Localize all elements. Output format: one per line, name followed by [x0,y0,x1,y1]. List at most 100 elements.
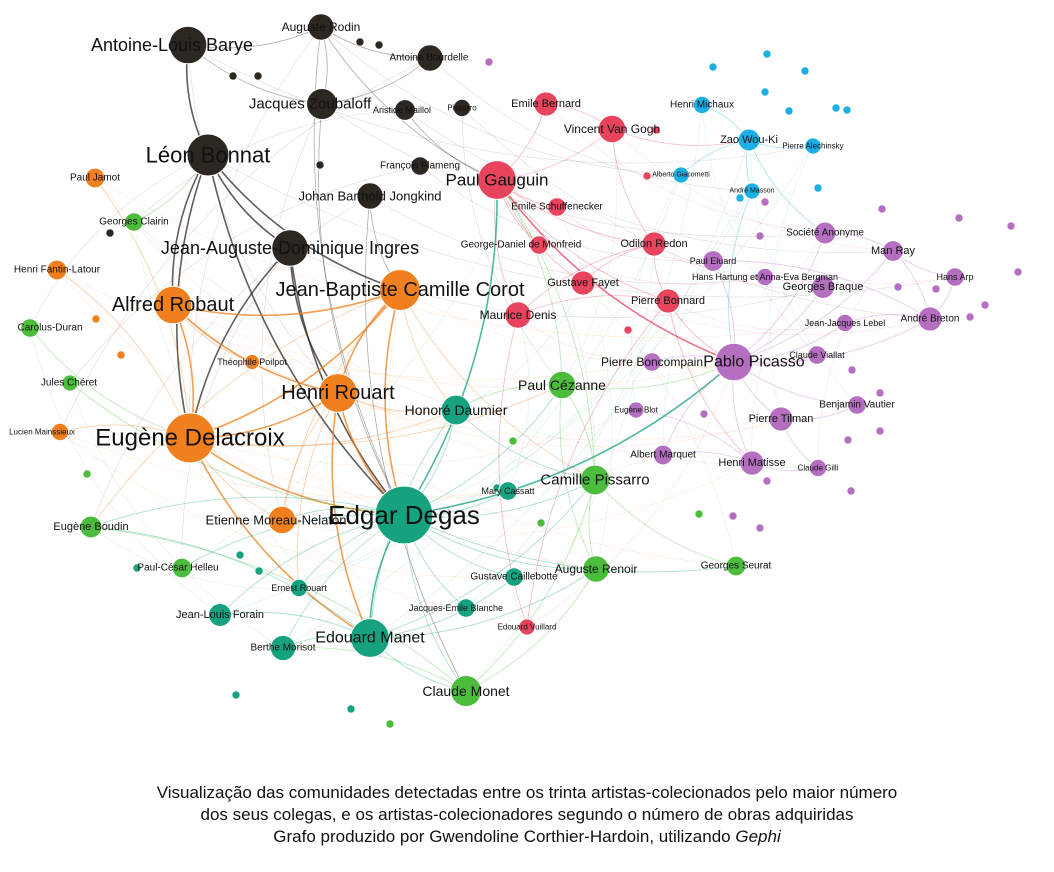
node-label-edouard-vuillard: Edouard Vuillard [498,623,557,632]
node-label-eugene-boudin: Eugène Boudin [53,521,128,533]
node-label-gustave-fayet: Gustave Fayet [547,277,619,289]
minor-node [116,350,126,360]
minor-node [813,183,823,193]
edge-edgar-degas-to-georges-seurat [403,514,737,573]
node-antoine-louis-barye [168,25,208,65]
node-label-henri-michaux: Henri Michaux [670,100,734,111]
edge-camille-pissarro-to-georges-seurat [594,479,737,567]
node-label-jacques-emile-blanche: Jacques-Emile Blanche [409,603,503,613]
node-label-francois-flameng: François Flameng [380,161,460,172]
node-label-jean-baptiste-camille-corot: Jean-Baptiste Camille Corot [276,279,525,301]
minor-node [708,62,718,72]
minor-node [536,518,546,528]
node-label-henri-fantin-latour: Henri Fantin-Latour [14,265,101,276]
node-label-jean-auguste-dominique-ingres: Jean-Auguste-Dominique Ingres [161,238,419,258]
background-edge [561,128,618,386]
node-maurice-denis [504,301,532,329]
node-odilon-redon [641,231,667,257]
edge-odilon-redon-to-maurice-denis [517,243,655,316]
node-label-paul-gauguin: Paul Gauguin [445,171,548,190]
node-man-ray [882,240,904,262]
minor-node [385,719,395,729]
background-edge [545,103,826,234]
minor-node [980,300,990,310]
node-label-lucien-mainssieux: Lucien Mainssieux [9,428,75,437]
minor-node [755,523,765,533]
node-henri-matisse [739,450,765,476]
node-pierre-tilman [768,406,794,432]
node-label-jules-cheret: Jules Chéret [41,378,97,389]
node-andre-masson [743,182,761,200]
edge-henri-rouart-to-ernest-rouart [297,392,339,589]
background-edge [59,57,431,433]
background-edge [261,103,323,521]
node-auguste-renoir [582,555,610,583]
minor-node [755,231,765,241]
caption-line-2: dos seus colegas, e os artistas-colecion… [200,805,854,824]
node-label-georges-braque: Georges Braque [783,281,864,293]
minor-node [877,204,887,214]
edge-honore-daumier-to-camille-pissarro [455,409,596,481]
node-jean-louis-forain [207,602,233,628]
edge-leon-bonnat-to-jean-baptiste-camille-corot [207,154,401,291]
node-vincent-van-gogh [597,114,627,144]
node-mary-cassatt [498,481,518,501]
edge-henri-matisse-to-eugene-blot [635,409,753,464]
node-eugene-blot [627,401,645,419]
node-alfred-robaut [153,285,193,325]
edge-paul-gauguin-to-pablo-picasso [496,179,735,363]
node-label-man-ray: Man Ray [871,245,916,257]
edge-edgar-degas-to-eugene-boudin [90,496,405,528]
node-label-gustave-caillebotte: Gustave Caillebotte [470,572,558,583]
edge-edgar-degas-to-pablo-picasso [403,361,735,516]
minor-node [762,476,772,486]
node-label-eugene-delacroix: Eugène Delacroix [95,425,284,452]
edge-eugene-delacroix-to-edouard-manet [189,437,371,639]
node-paul-cesar-helleu [171,557,193,579]
background-edge [187,44,339,394]
figure-caption: Visualização das comunidades detectadas … [0,782,1054,848]
minor-node [642,171,652,181]
node-eugene-boudin [79,515,103,539]
minor-node [231,690,241,700]
node-johan-barthold-jongkind [356,182,384,210]
edge-edouard-manet-to-eugene-boudin [90,526,371,639]
background-edge [667,300,846,331]
node-label-paul-cezanne: Paul Cézanne [518,377,606,393]
background-edge [189,409,637,466]
background-edge [526,361,735,628]
node-label-johan-barthold-jongkind: Johan Barthold Jongkind [298,189,441,204]
minor-node [346,704,356,714]
node-francois-flameng [410,156,430,176]
edge-henri-rouart-to-edouard-manet [331,392,371,639]
edge-maurice-denis-to-edouard-vuillard [498,314,528,628]
node-henri-michaux [692,95,712,115]
node-label-camille-pissarro: Camille Pissarro [540,472,649,489]
background-edge [29,154,209,329]
node-label-jean-louis-forain: Jean-Louis Forain [176,609,264,621]
minor-node [235,550,245,560]
node-carolus-duran [20,318,40,338]
node-georges-seurat [725,555,747,577]
background-edge [751,232,826,464]
node-label-andre-breton: André Breton [901,314,960,325]
node-pissarro-black [452,98,472,118]
node-label-eugene-blot: Eugène Blot [614,406,658,415]
background-edge [133,221,371,639]
background-edge [817,250,894,469]
edge-pierre-bonnard-to-maurice-denis [517,295,669,316]
node-label-zao-wou-ki: Zao Wou-Ki [720,134,778,146]
minor-node [893,282,903,292]
background-edge [56,269,597,570]
node-claude-gilli [808,458,828,478]
node-jules-cheret [61,374,79,392]
background-edge [496,179,596,481]
node-antoine-bourdelle [416,44,444,72]
node-eugene-delacroix [164,412,216,464]
node-albert-marquet [652,444,674,466]
node-gustave-fayet [570,270,596,296]
minor-node [82,469,92,479]
node-aristide-maillol [394,99,416,121]
node-auguste-rodin [307,13,335,41]
node-paul-eluard [702,250,724,272]
